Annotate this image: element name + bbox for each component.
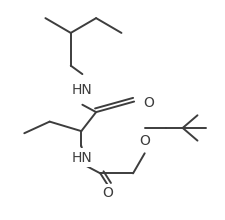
Text: O: O	[139, 134, 149, 148]
Text: HN: HN	[72, 83, 92, 97]
Text: HN: HN	[72, 150, 92, 165]
Text: O: O	[102, 186, 113, 200]
Text: O: O	[143, 96, 154, 110]
